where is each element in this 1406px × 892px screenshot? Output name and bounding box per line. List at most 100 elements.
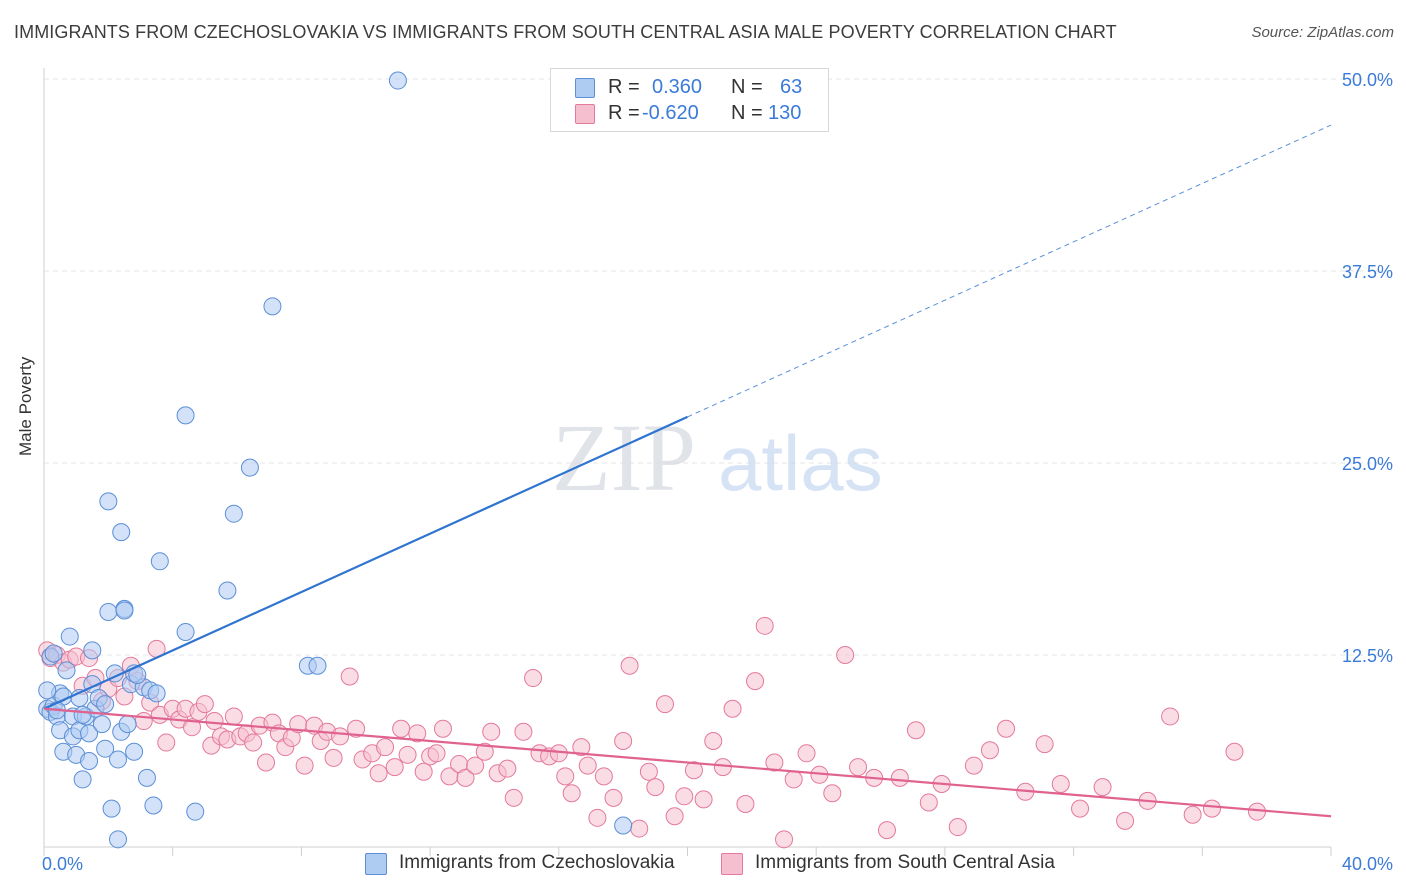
data-point-south-central-asia <box>948 818 967 837</box>
chart-title: IMMIGRANTS FROM CZECHOSLOVAKIA VS IMMIGR… <box>14 22 1117 42</box>
data-point-czechoslovakia <box>224 504 243 523</box>
data-point-czechoslovakia <box>137 768 156 787</box>
data-point-south-central-asia <box>694 790 713 809</box>
legend-swatch-pink <box>575 104 595 124</box>
data-point-south-central-asia <box>408 724 427 743</box>
data-point-south-central-asia <box>205 712 224 731</box>
legend-r-value: 0.360 <box>652 76 703 98</box>
data-point-south-central-asia <box>614 732 633 751</box>
data-point-south-central-asia <box>524 669 543 688</box>
data-point-czechoslovakia <box>80 724 99 743</box>
legend-n-value: 63 <box>780 76 803 98</box>
data-point-czechoslovakia <box>263 297 282 316</box>
trend-line-czechoslovakia-projection <box>687 124 1332 418</box>
data-point-south-central-asia <box>1183 805 1202 824</box>
blue-points <box>38 71 633 849</box>
data-point-south-central-asia <box>655 695 674 714</box>
y-tick-label: 25.0% <box>1342 454 1393 474</box>
y-tick-label: 37.5% <box>1342 262 1393 282</box>
data-point-south-central-asia <box>385 758 404 777</box>
data-point-czechoslovakia <box>218 581 237 600</box>
data-point-south-central-asia <box>1116 811 1135 830</box>
data-point-czechoslovakia <box>92 715 111 734</box>
data-point-czechoslovakia <box>44 644 63 663</box>
data-point-czechoslovakia <box>96 695 115 714</box>
data-point-south-central-asia <box>369 764 388 783</box>
data-point-czechoslovakia <box>109 750 128 769</box>
data-point-south-central-asia <box>572 738 591 757</box>
data-point-south-central-asia <box>704 732 723 751</box>
data-point-south-central-asia <box>1035 735 1054 754</box>
data-point-czechoslovakia <box>60 627 79 646</box>
y-axis-title: Male Poverty <box>16 356 35 456</box>
data-point-south-central-asia <box>746 672 765 691</box>
data-point-czechoslovakia <box>147 684 166 703</box>
data-point-south-central-asia <box>562 784 581 803</box>
data-point-south-central-asia <box>775 830 794 849</box>
data-point-south-central-asia <box>257 753 276 772</box>
data-point-south-central-asia <box>604 788 623 807</box>
data-point-south-central-asia <box>427 744 446 763</box>
data-point-south-central-asia <box>556 767 575 786</box>
data-point-south-central-asia <box>514 722 533 741</box>
legend: R = 0.360 N = 63 R = -0.620 N = 130 <box>550 68 829 132</box>
pink-points <box>38 616 1266 849</box>
data-point-south-central-asia <box>475 742 494 761</box>
legend-n-label: N = <box>731 102 763 124</box>
data-point-south-central-asia <box>620 656 639 675</box>
data-point-south-central-asia <box>578 756 597 775</box>
data-point-south-central-asia <box>504 788 523 807</box>
trend-line-czechoslovakia <box>43 415 688 710</box>
legend-r-label: R = <box>608 76 640 98</box>
data-point-south-central-asia <box>244 733 263 752</box>
data-point-czechoslovakia <box>150 552 169 571</box>
trend-line-south-central-asia <box>43 707 1332 818</box>
data-point-south-central-asia <box>736 794 755 813</box>
data-point-czechoslovakia <box>99 602 118 621</box>
data-point-czechoslovakia <box>112 523 131 542</box>
data-point-south-central-asia <box>877 821 896 840</box>
data-point-south-central-asia <box>765 753 784 772</box>
data-point-south-central-asia <box>482 722 501 741</box>
grid-lines <box>44 78 1392 656</box>
data-point-south-central-asia <box>784 770 803 789</box>
watermark-atlas: atlas <box>718 419 883 507</box>
data-point-south-central-asia <box>324 748 343 767</box>
data-point-south-central-asia <box>295 756 314 775</box>
data-point-czechoslovakia <box>96 739 115 758</box>
data-point-south-central-asia <box>376 738 395 757</box>
data-point-south-central-asia <box>823 784 842 803</box>
data-point-czechoslovakia <box>73 770 92 789</box>
data-point-south-central-asia <box>134 712 153 731</box>
bottom-legend-swatch-blue <box>365 853 387 875</box>
x-tick-label-max: 40.0% <box>1342 854 1393 874</box>
data-point-czechoslovakia <box>388 71 407 90</box>
data-point-south-central-asia <box>797 744 816 763</box>
data-point-south-central-asia <box>630 819 649 838</box>
data-point-czechoslovakia <box>118 715 137 734</box>
data-point-south-central-asia <box>836 646 855 664</box>
data-point-south-central-asia <box>466 756 485 775</box>
data-point-south-central-asia <box>347 719 366 738</box>
data-point-south-central-asia <box>331 727 350 746</box>
x-tick-label-min: 0.0% <box>42 854 83 874</box>
data-point-south-central-asia <box>1161 707 1180 726</box>
data-point-south-central-asia <box>980 741 999 760</box>
data-point-south-central-asia <box>340 667 359 686</box>
data-point-south-central-asia <box>1071 799 1090 818</box>
data-point-south-central-asia <box>1093 778 1112 797</box>
legend-swatch-blue <box>575 78 595 98</box>
data-point-south-central-asia <box>639 762 658 781</box>
data-point-south-central-asia <box>594 767 613 786</box>
bottom-legend-label: Immigrants from South Central Asia <box>755 852 1055 873</box>
data-point-south-central-asia <box>849 758 868 777</box>
data-point-south-central-asia <box>906 721 925 740</box>
data-point-south-central-asia <box>755 616 774 635</box>
data-point-czechoslovakia <box>308 656 327 675</box>
data-point-czechoslovakia <box>57 661 76 680</box>
data-point-south-central-asia <box>414 762 433 781</box>
bottom-legend-swatch-pink <box>721 853 743 875</box>
data-point-south-central-asia <box>588 808 607 827</box>
trend-lines <box>43 124 1332 818</box>
